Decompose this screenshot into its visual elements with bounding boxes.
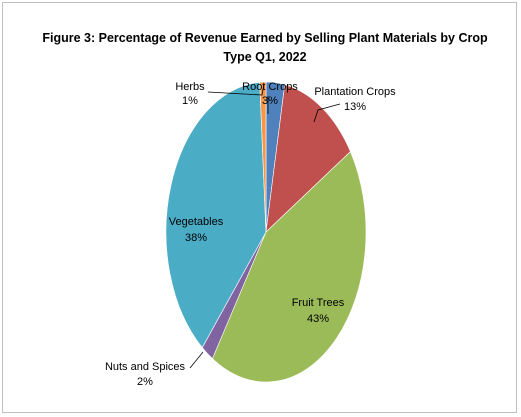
slice-value-herbs: 1% xyxy=(182,95,198,107)
chart-title-line2: Type Q1, 2022 xyxy=(223,50,306,64)
slice-value-plantation-crops: 13% xyxy=(344,101,366,113)
slice-value-fruit-trees: 43% xyxy=(307,313,329,325)
chart-title-line1: Figure 3: Percentage of Revenue Earned b… xyxy=(42,31,488,45)
slice-value-nuts-and-spices: 2% xyxy=(137,376,153,388)
slice-label-root-crops: Root Crops xyxy=(242,81,298,93)
slice-value-vegetables: 38% xyxy=(185,232,207,244)
slice-label-fruit-trees: Fruit Trees xyxy=(292,297,345,309)
leader-line-plantation-crops xyxy=(313,103,341,123)
pie-slice-plantation-crops xyxy=(265,84,351,233)
slice-value-root-crops: 3% xyxy=(262,95,278,107)
slice-label-plantation-crops: Plantation Crops xyxy=(314,86,396,98)
pie-slice-fruit-trees xyxy=(212,151,367,383)
slice-label-nuts-and-spices: Nuts and Spices xyxy=(105,361,186,373)
slice-label-vegetables: Vegetables xyxy=(169,216,224,228)
slice-label-herbs: Herbs xyxy=(175,81,205,93)
pie-slice-herbs xyxy=(259,81,267,233)
leader-line-herbs xyxy=(207,83,265,96)
pie-slice-vegetables xyxy=(165,81,267,349)
leader-line-nuts-and-spices xyxy=(189,351,204,369)
